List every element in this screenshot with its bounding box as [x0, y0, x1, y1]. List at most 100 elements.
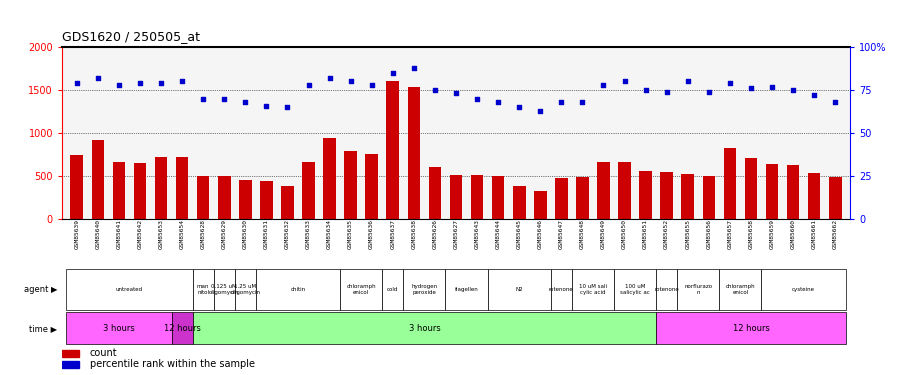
- Text: percentile rank within the sample: percentile rank within the sample: [89, 359, 254, 369]
- Text: 12 hours: 12 hours: [163, 324, 200, 333]
- Text: cysteine: cysteine: [792, 287, 814, 292]
- Bar: [134, 164, 146, 219]
- Text: GSM85641: GSM85641: [117, 219, 121, 249]
- Text: 100 uM
salicylic ac: 100 uM salicylic ac: [619, 285, 650, 295]
- Bar: [218, 176, 230, 219]
- Bar: [260, 182, 272, 219]
- Bar: [67, 312, 171, 344]
- Point: [511, 104, 526, 110]
- Text: N2: N2: [515, 287, 522, 292]
- Bar: [403, 269, 445, 310]
- Point: [490, 99, 505, 105]
- Bar: [197, 176, 210, 219]
- Text: GSM85654: GSM85654: [179, 219, 184, 249]
- Text: GSM85630: GSM85630: [242, 219, 248, 249]
- Point: [722, 80, 736, 86]
- Text: agent ▶: agent ▶: [24, 285, 57, 294]
- Bar: [112, 162, 125, 219]
- Bar: [213, 269, 234, 310]
- Point: [701, 89, 715, 95]
- Point: [69, 80, 84, 86]
- Bar: [613, 269, 655, 310]
- Point: [217, 96, 231, 102]
- Bar: [62, 361, 79, 368]
- Text: GSM85639: GSM85639: [74, 219, 79, 249]
- Bar: [512, 186, 525, 219]
- Bar: [449, 176, 462, 219]
- Bar: [62, 350, 79, 357]
- Text: GSM85634: GSM85634: [327, 219, 332, 249]
- Bar: [281, 186, 293, 219]
- Text: hydrogen
peroxide: hydrogen peroxide: [411, 285, 437, 295]
- Text: GSM85644: GSM85644: [495, 219, 500, 249]
- Text: GSM85648: GSM85648: [579, 219, 584, 249]
- Bar: [192, 269, 213, 310]
- Point: [364, 82, 379, 88]
- Bar: [239, 180, 251, 219]
- Point: [301, 82, 315, 88]
- Text: GSM85646: GSM85646: [537, 219, 542, 249]
- Bar: [533, 191, 546, 219]
- Text: GSM85653: GSM85653: [159, 219, 163, 249]
- Point: [532, 108, 547, 114]
- Text: chloramph
enicol: chloramph enicol: [346, 285, 375, 295]
- Text: 12 hours: 12 hours: [732, 324, 769, 333]
- Text: chloramph
enicol: chloramph enicol: [725, 285, 754, 295]
- Text: flagellen: flagellen: [455, 287, 478, 292]
- Bar: [765, 164, 777, 219]
- Point: [554, 99, 568, 105]
- Text: 3 hours: 3 hours: [103, 324, 135, 333]
- Text: GSM85656: GSM85656: [705, 219, 711, 249]
- Bar: [344, 151, 356, 219]
- Bar: [807, 173, 820, 219]
- Bar: [487, 269, 550, 310]
- Point: [575, 99, 589, 105]
- Bar: [576, 177, 589, 219]
- Bar: [382, 269, 403, 310]
- Text: 3 hours: 3 hours: [408, 324, 440, 333]
- Point: [90, 75, 105, 81]
- Text: GSM85627: GSM85627: [453, 219, 458, 249]
- Text: man
nitol: man nitol: [197, 285, 210, 295]
- Point: [322, 75, 336, 81]
- Text: rotenone: rotenone: [548, 287, 573, 292]
- Text: GSM85661: GSM85661: [811, 219, 815, 249]
- Text: GSM85659: GSM85659: [769, 219, 773, 249]
- Point: [132, 80, 147, 86]
- Text: GSM85645: GSM85645: [517, 219, 521, 249]
- Bar: [428, 167, 441, 219]
- Point: [427, 87, 442, 93]
- Bar: [155, 157, 168, 219]
- Text: 10 uM sali
cylic acid: 10 uM sali cylic acid: [578, 285, 607, 295]
- Point: [827, 99, 842, 105]
- Bar: [743, 158, 756, 219]
- Bar: [491, 176, 504, 219]
- Bar: [618, 162, 630, 219]
- Text: GSM85626: GSM85626: [432, 219, 437, 249]
- Bar: [302, 162, 314, 219]
- Text: GDS1620 / 250505_at: GDS1620 / 250505_at: [62, 30, 200, 43]
- Text: GSM85662: GSM85662: [832, 219, 837, 249]
- Point: [196, 96, 210, 102]
- Text: GSM85658: GSM85658: [748, 219, 752, 249]
- Point: [617, 78, 631, 84]
- Text: untreated: untreated: [116, 287, 143, 292]
- Text: time ▶: time ▶: [29, 324, 57, 333]
- Text: GSM85642: GSM85642: [138, 219, 142, 249]
- Text: cold: cold: [386, 287, 398, 292]
- Bar: [256, 269, 340, 310]
- Text: GSM85628: GSM85628: [200, 219, 206, 249]
- Text: GSM85631: GSM85631: [263, 219, 269, 249]
- Bar: [91, 140, 104, 219]
- Text: rotenone: rotenone: [653, 287, 679, 292]
- Bar: [571, 269, 613, 310]
- Text: GSM85635: GSM85635: [348, 219, 353, 249]
- Bar: [828, 177, 841, 219]
- Point: [238, 99, 252, 105]
- Bar: [555, 178, 567, 219]
- Text: GSM85655: GSM85655: [684, 219, 690, 249]
- Text: GSM85640: GSM85640: [96, 219, 100, 249]
- Text: GSM85652: GSM85652: [663, 219, 669, 249]
- Bar: [701, 176, 714, 219]
- Bar: [70, 154, 83, 219]
